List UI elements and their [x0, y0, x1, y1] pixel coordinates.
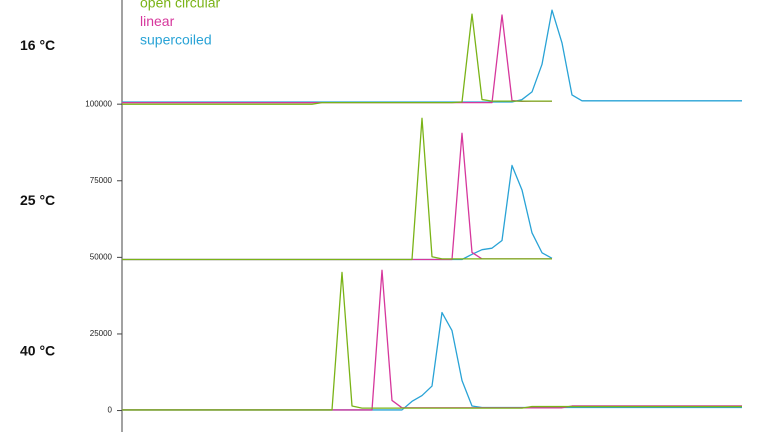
y-tick-label: 25000: [90, 329, 113, 338]
legend-entry: open circular: [140, 0, 220, 11]
trace: [122, 9, 742, 103]
y-tick-label: 75000: [90, 176, 113, 185]
panel-label: 25 °C: [20, 192, 55, 208]
trace: [122, 269, 742, 411]
trace: [122, 13, 552, 105]
y-tick-label: 0: [108, 406, 113, 415]
trace: [122, 132, 552, 261]
trace: [122, 164, 553, 261]
trace: [122, 117, 552, 261]
panel-label: 16 °C: [20, 37, 55, 53]
legend-entry: supercoiled: [140, 32, 212, 48]
trace: [122, 14, 552, 104]
trace: [122, 271, 742, 411]
y-tick-label: 50000: [90, 252, 113, 261]
panel-label: 40 °C: [20, 343, 55, 359]
legend-entry: linear: [140, 13, 175, 29]
y-tick-label: 100000: [85, 99, 112, 108]
trace: [122, 311, 742, 411]
